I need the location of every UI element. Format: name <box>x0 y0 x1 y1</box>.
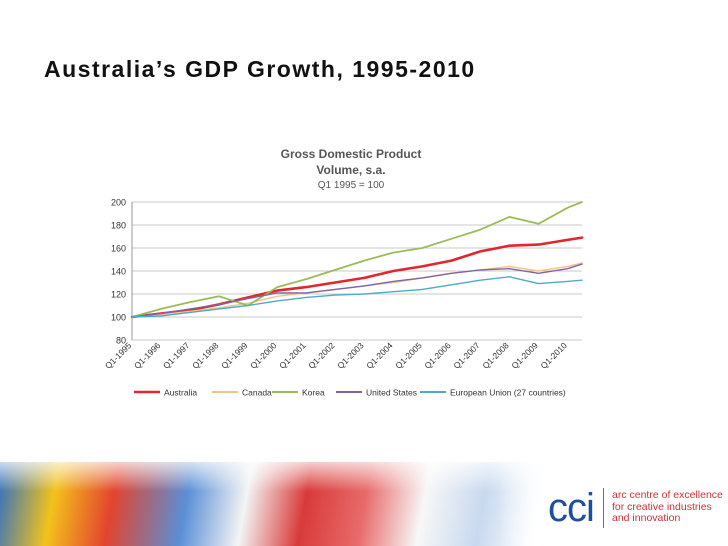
legend-label: European Union (27 countries) <box>450 388 566 398</box>
series-line-4 <box>131 276 583 318</box>
x-tick-label: Q1-2009 <box>509 340 540 371</box>
tagline-line: and innovation <box>612 512 681 524</box>
x-tick-label: Q1-2007 <box>451 340 482 371</box>
series-line-2 <box>131 201 583 318</box>
cci-logo: cci <box>548 486 595 530</box>
y-tick-label: 120 <box>111 290 126 300</box>
logo-divider <box>603 488 604 528</box>
footer-decorative-band <box>0 462 728 546</box>
chart-title: Gross Domestic Product <box>281 147 422 161</box>
x-tick-label: Q1-2003 <box>335 340 366 371</box>
y-tick-label: 80 <box>116 336 126 346</box>
legend-label: United States <box>366 388 417 398</box>
series-layer <box>130 201 584 319</box>
chart-legend: Australia Canada Korea United States Europea… <box>134 388 566 398</box>
gdp-line-chart: Gross Domestic Product Volume, s.a. Q1 1… <box>103 147 584 398</box>
tagline-line: for creative industries <box>612 500 712 513</box>
chart-subtitle-base: Q1 1995 = 100 <box>318 180 385 191</box>
axis-layer: 80100120140160180200Q1-1995Q1-1996Q1-199… <box>103 198 569 371</box>
y-tick-label: 100 <box>111 313 126 323</box>
y-tick-label: 160 <box>111 244 126 254</box>
series-line-3 <box>131 263 583 318</box>
y-tick-label: 180 <box>111 221 126 231</box>
x-tick-label: Q1-2008 <box>480 340 511 371</box>
grid-layer <box>132 201 582 341</box>
x-tick-label: Q1-1998 <box>190 340 221 371</box>
x-tick-label: Q1-1997 <box>161 340 192 371</box>
x-tick-label: Q1-2005 <box>393 340 424 371</box>
legend-label: Korea <box>302 388 325 398</box>
x-tick-label: Q1-2001 <box>277 340 308 371</box>
cci-tagline: arc centre of excellence for creative in… <box>612 489 723 525</box>
chart-subtitle: Volume, s.a. <box>316 163 385 177</box>
legend-label: Canada <box>242 388 272 398</box>
x-tick-label: Q1-2000 <box>248 340 279 371</box>
y-tick-label: 200 <box>111 198 126 208</box>
y-tick-label: 140 <box>111 267 126 277</box>
x-tick-label: Q1-1996 <box>132 340 163 371</box>
tagline-line: arc centre of excellence <box>612 489 723 501</box>
legend-label: Australia <box>164 388 197 398</box>
slide-title: Australia’s GDP Growth, 1995-2010 <box>44 56 476 82</box>
x-tick-label: Q1-1999 <box>219 340 250 371</box>
x-tick-label: Q1-2002 <box>306 340 337 371</box>
x-tick-label: Q1-2010 <box>538 340 569 371</box>
x-tick-label: Q1-2004 <box>364 340 395 371</box>
x-tick-label: Q1-2006 <box>422 340 453 371</box>
